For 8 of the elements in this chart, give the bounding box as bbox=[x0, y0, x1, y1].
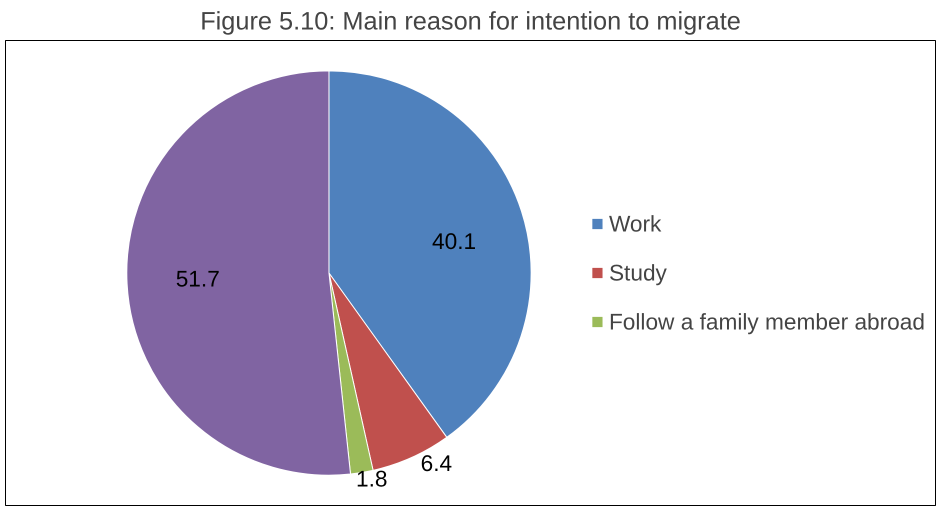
data-label: 1.8 bbox=[356, 466, 388, 492]
legend-label: Study bbox=[608, 259, 668, 286]
legend-label: Work bbox=[608, 210, 662, 237]
legend-label: Follow a family member abroad bbox=[608, 308, 925, 335]
data-label: 51.7 bbox=[176, 266, 220, 292]
chart-title: Figure 5.10: Main reason for intention to migrate bbox=[200, 8, 741, 36]
data-label: 40.1 bbox=[432, 228, 476, 254]
data-label: 6.4 bbox=[420, 450, 452, 476]
